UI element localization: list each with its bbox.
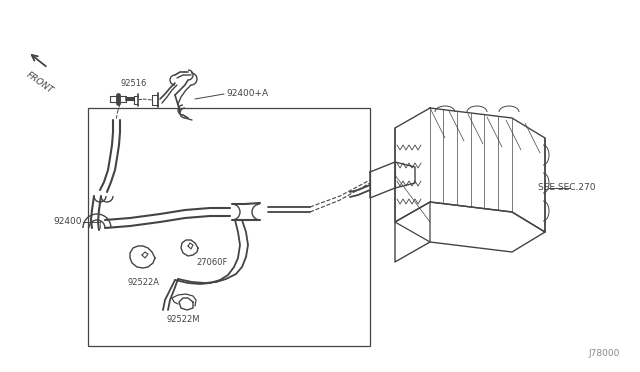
Bar [88, 108, 370, 346]
Text: 27060F: 27060F [196, 258, 227, 267]
Text: 92400: 92400 [54, 218, 82, 227]
Text: 92522A: 92522A [128, 278, 160, 287]
Text: FRONT: FRONT [25, 70, 55, 95]
Text: SEE SEC.270: SEE SEC.270 [538, 183, 595, 192]
Text: J78000: J78000 [589, 349, 620, 358]
Text: 92516: 92516 [121, 79, 147, 88]
Text: 92522M: 92522M [166, 315, 200, 324]
Text: 92400+A: 92400+A [226, 90, 268, 99]
